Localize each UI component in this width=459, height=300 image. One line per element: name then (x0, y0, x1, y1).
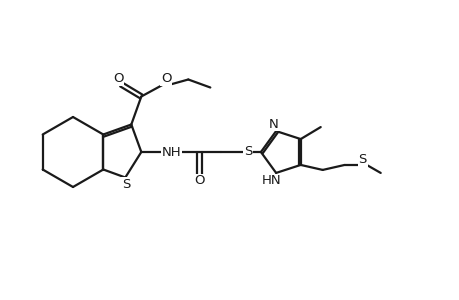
Text: HN: HN (261, 174, 280, 188)
Text: O: O (113, 72, 123, 85)
Text: O: O (161, 72, 171, 85)
Text: O: O (194, 175, 204, 188)
Text: S: S (358, 153, 366, 167)
Text: S: S (244, 145, 252, 158)
Text: N: N (269, 118, 278, 130)
Text: NH: NH (161, 146, 181, 158)
Text: S: S (122, 178, 130, 191)
